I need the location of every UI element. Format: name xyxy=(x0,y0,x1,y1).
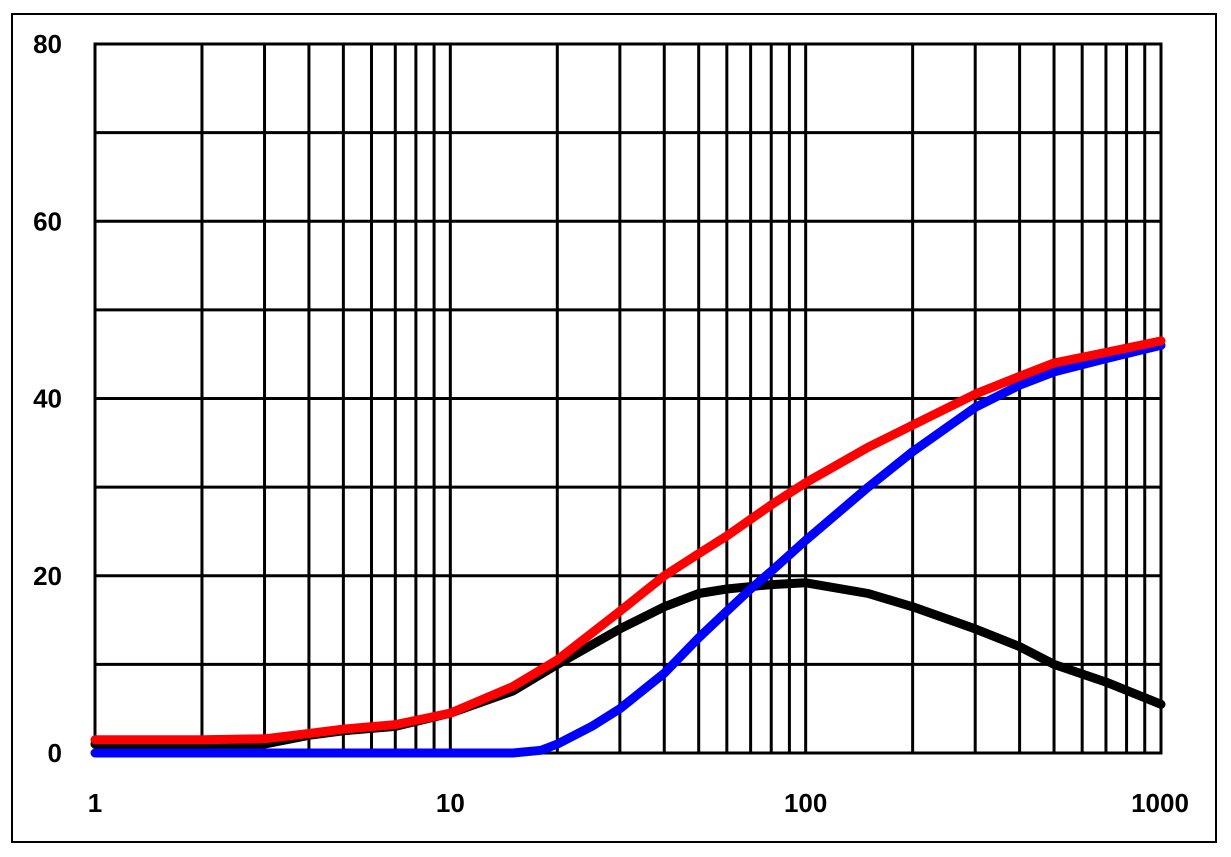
x-tick-label: 100 xyxy=(784,788,827,818)
y-tick-label: 40 xyxy=(33,384,62,414)
x-tick-label: 1000 xyxy=(1131,788,1189,818)
series-line-2 xyxy=(90,336,1166,745)
y-tick-labels: 0 20 40 60 80 xyxy=(33,29,62,768)
x-tick-labels: 1 10 100 1000 xyxy=(88,788,1189,818)
y-tick-label: 0 xyxy=(48,738,62,768)
y-tick-label: 80 xyxy=(33,29,62,59)
series-line-1 xyxy=(90,340,1166,758)
y-tick-label: 20 xyxy=(33,561,62,591)
series-layer xyxy=(90,336,1166,758)
outer-frame xyxy=(11,13,1217,843)
x-tick-label: 10 xyxy=(436,788,465,818)
grid xyxy=(95,44,1163,753)
x-tick-label: 1 xyxy=(88,788,102,818)
y-tick-label: 60 xyxy=(33,206,62,236)
plot-area-border xyxy=(93,42,1163,755)
